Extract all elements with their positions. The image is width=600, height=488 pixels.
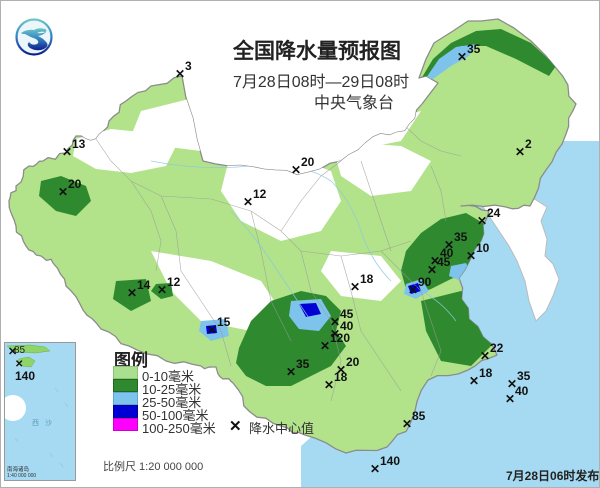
svg-text:西: 西 (32, 419, 39, 427)
svg-text:1:40 000 000: 1:40 000 000 (7, 473, 36, 479)
svg-text:沙: 沙 (45, 419, 52, 427)
svg-text:南海诸岛: 南海诸岛 (7, 465, 30, 473)
